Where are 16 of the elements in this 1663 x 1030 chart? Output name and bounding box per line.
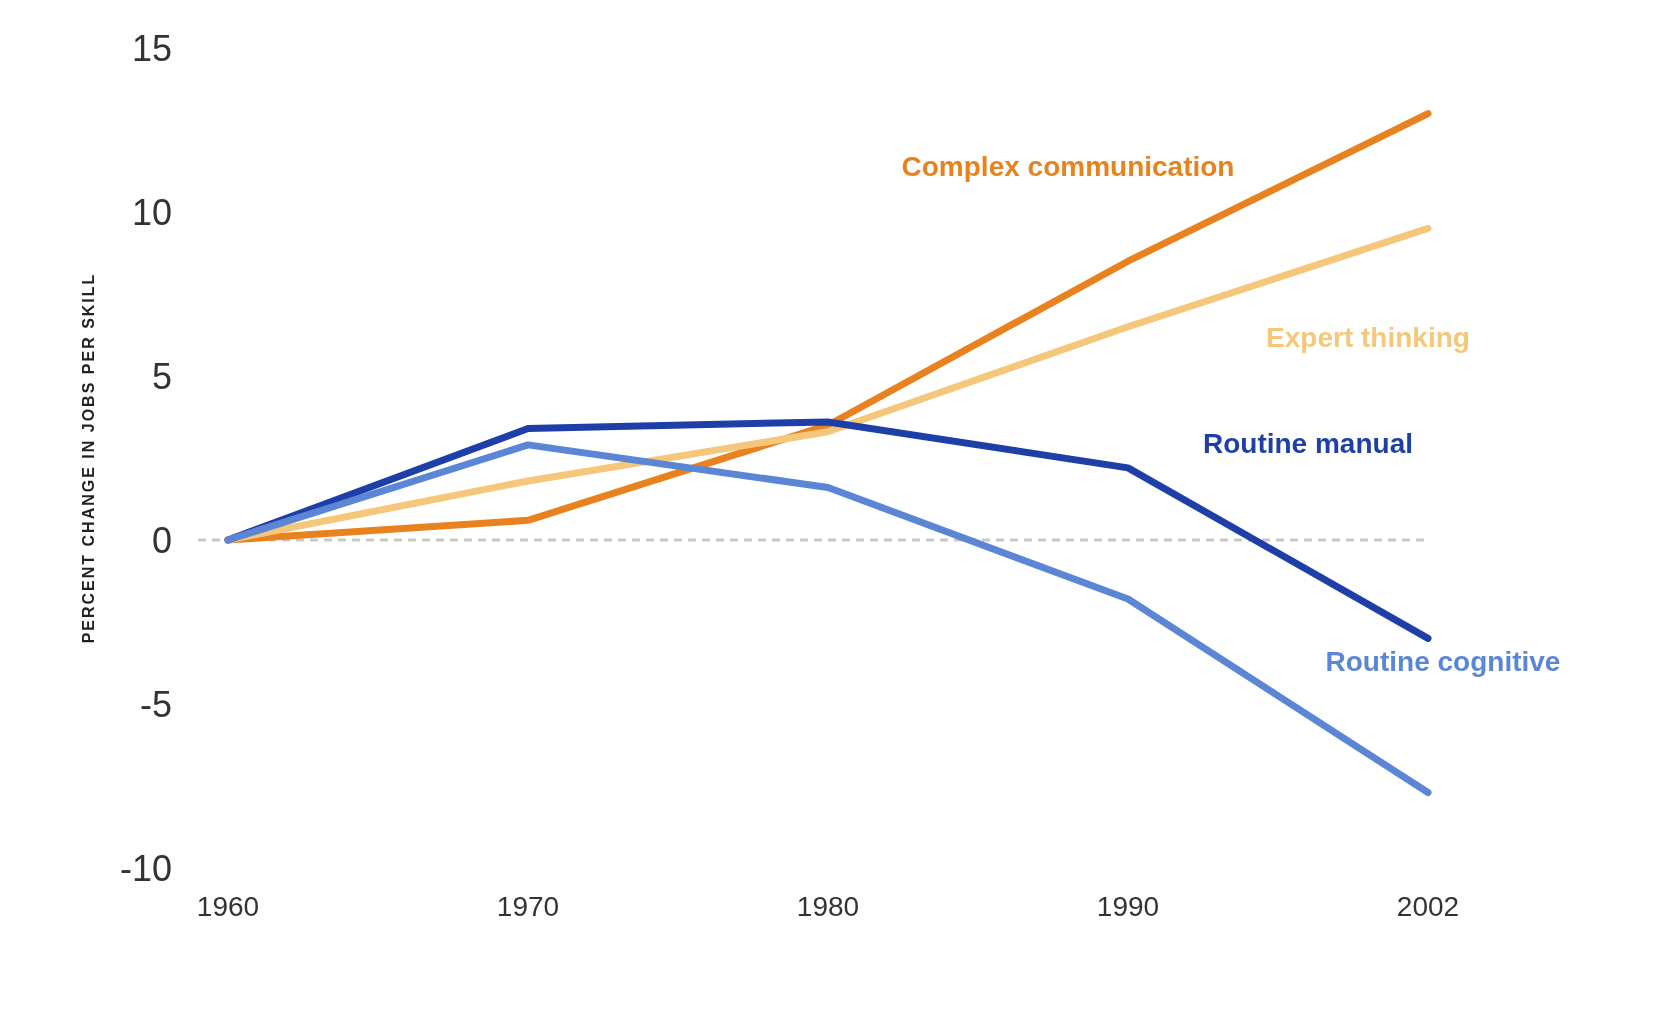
x-tick-label: 1970 (496, 890, 560, 922)
series-label: Routine cognitive (1325, 646, 1561, 678)
x-tick-label: 1990 (1096, 890, 1160, 922)
y-axis-title: PERCENT CHANGE IN JOBS PER SKILL (79, 272, 97, 644)
x-tick-label: 1960 (196, 890, 260, 922)
x-tick-label: 2002 (1396, 890, 1460, 922)
series-label: Complex communication (901, 151, 1235, 183)
y-tick-label: 0 (151, 519, 172, 561)
y-tick-label: 15 (131, 27, 172, 69)
series-label: Expert thinking (1266, 321, 1470, 353)
y-tick-label: -10 (119, 847, 172, 889)
y-tick-label: -5 (139, 683, 172, 725)
y-tick-label: 10 (131, 191, 172, 233)
series-label: Routine manual (1202, 427, 1414, 459)
y-tick-label: 5 (151, 355, 172, 397)
x-tick-label: 1980 (796, 890, 860, 922)
